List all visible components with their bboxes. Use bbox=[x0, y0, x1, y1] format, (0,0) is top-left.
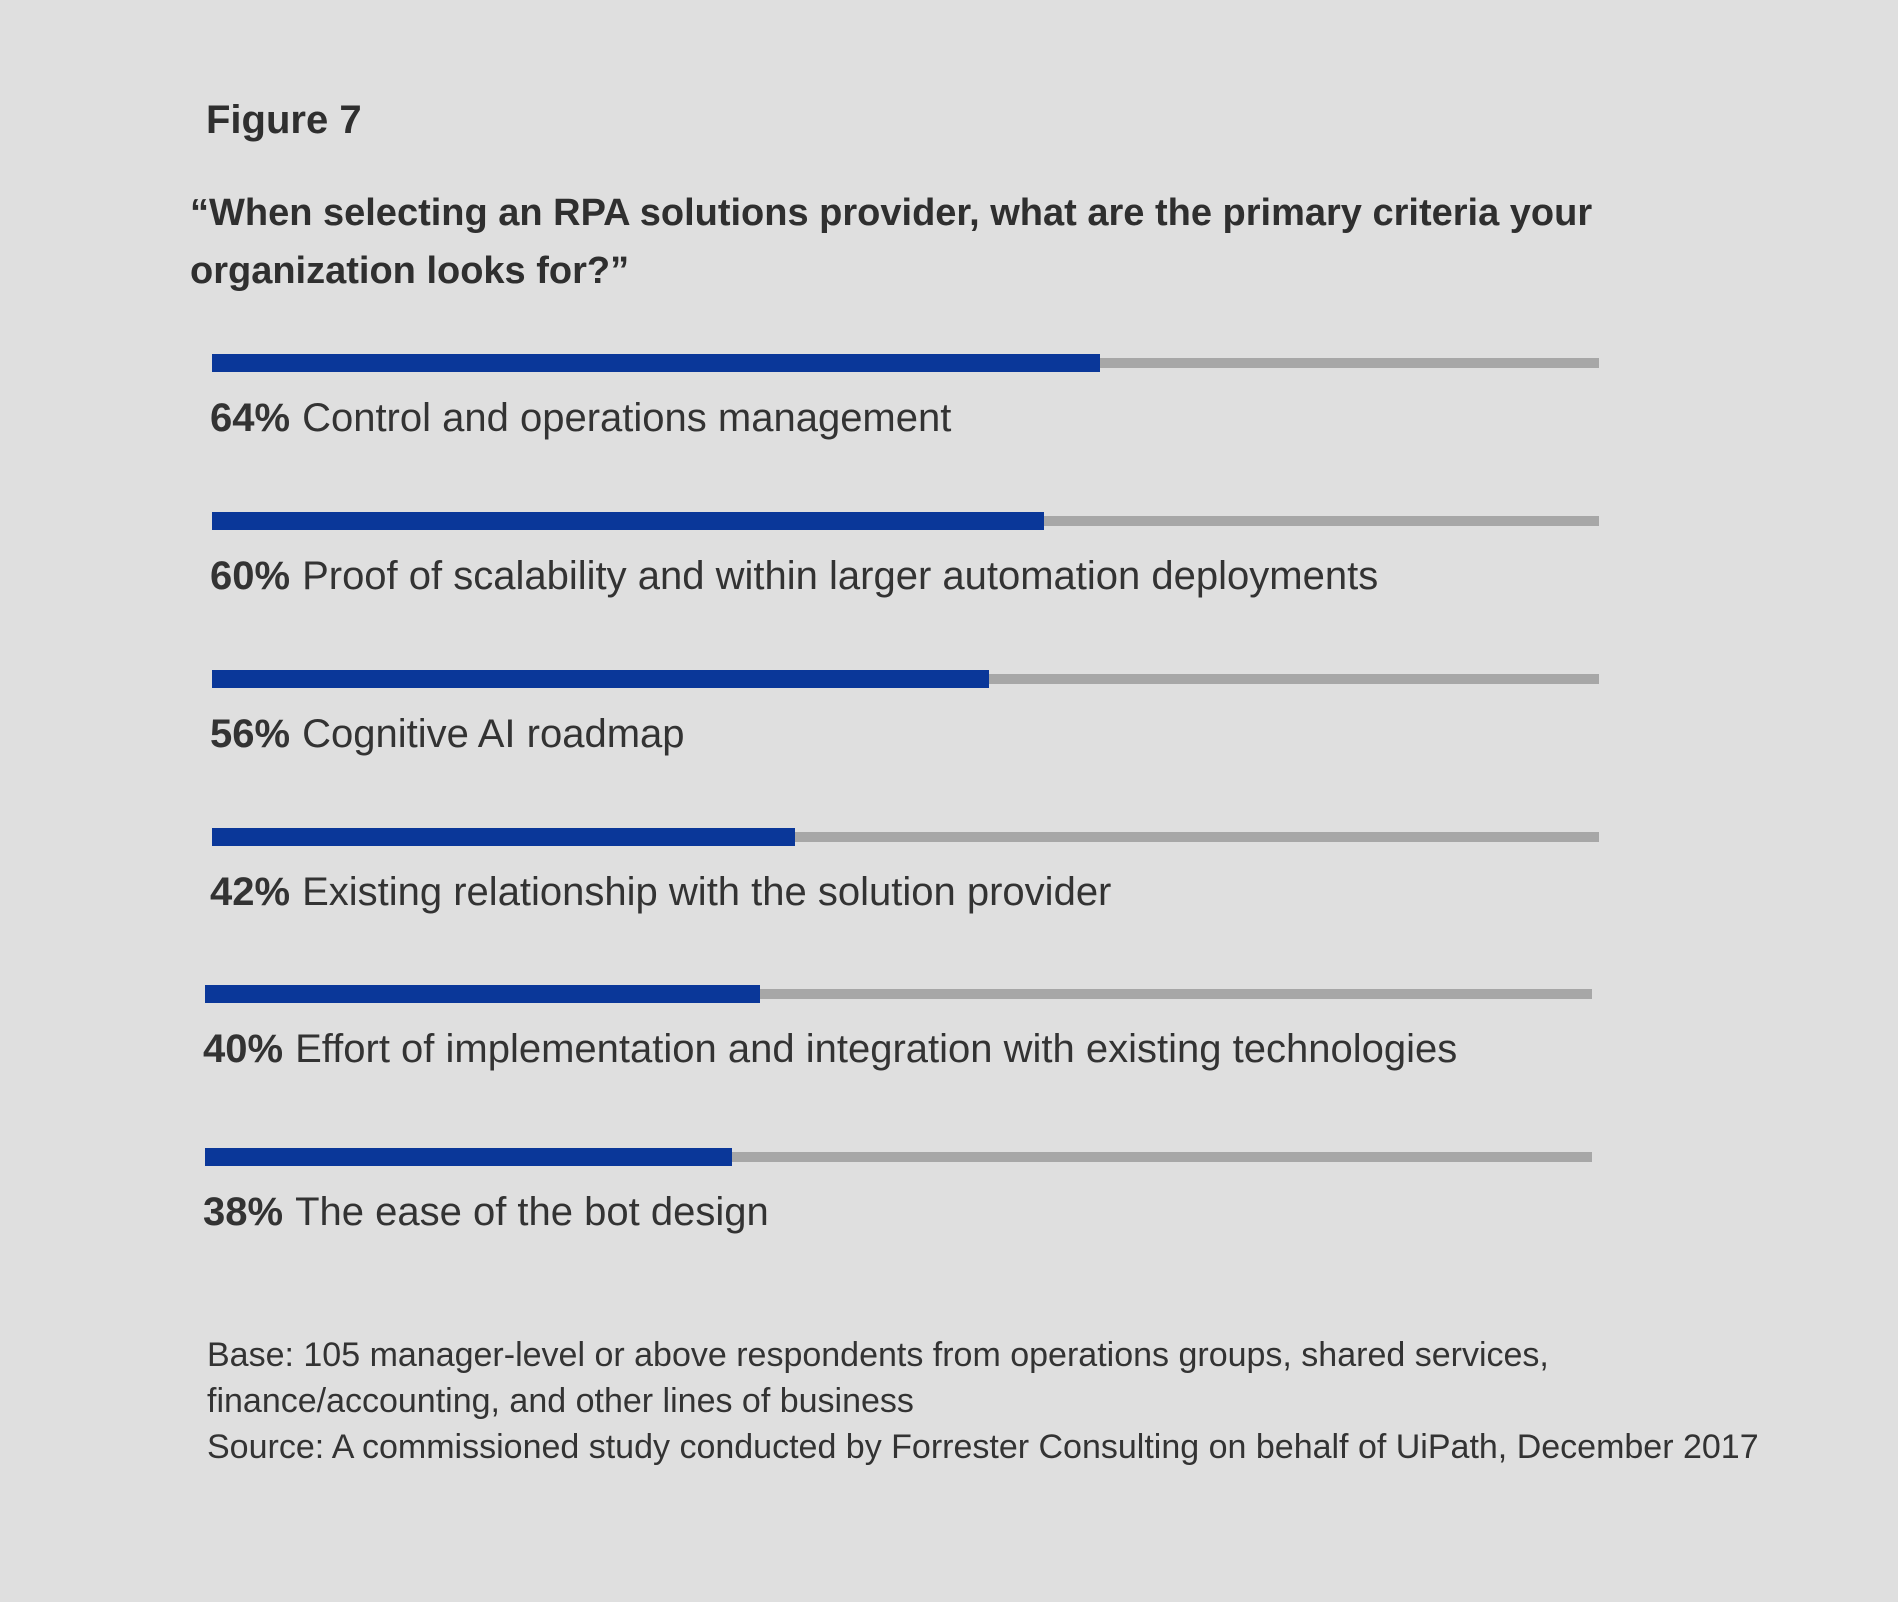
bar-category-label: Control and operations management bbox=[302, 396, 952, 440]
bar-fill bbox=[205, 985, 760, 1003]
bar-value-label: 64% bbox=[210, 396, 291, 440]
bar-label: 42% Existing relationship with the soluti… bbox=[210, 870, 1111, 915]
bar-label: 40% Effort of implementation and integrat… bbox=[203, 1027, 1457, 1072]
bar-value-label: 40% bbox=[203, 1027, 284, 1071]
bar-category-label: Proof of scalability and within larger a… bbox=[302, 554, 1379, 598]
bar-value-label: 38% bbox=[203, 1190, 284, 1234]
bar-track bbox=[212, 512, 1599, 530]
bar-track bbox=[212, 354, 1599, 372]
bar-category-label: Cognitive AI roadmap bbox=[302, 712, 685, 756]
bar-fill bbox=[212, 670, 989, 688]
bar-label: 60% Proof of scalability and within large… bbox=[210, 554, 1378, 599]
bar-label: 38% The ease of the bot design bbox=[203, 1190, 769, 1235]
bar-label: 64% Control and operations management bbox=[210, 396, 951, 441]
bar-value-label: 56% bbox=[210, 712, 291, 756]
bar-value-label: 42% bbox=[210, 870, 291, 914]
bar-category-label: Effort of implementation and integration… bbox=[295, 1027, 1458, 1071]
bar-fill bbox=[212, 512, 1045, 530]
chart-question: “When selecting an RPA solutions provide… bbox=[190, 192, 1593, 292]
bar-track bbox=[205, 1148, 1592, 1166]
figure-label: Figure 7 bbox=[206, 98, 362, 142]
bar-label: 56% Cognitive AI roadmap bbox=[210, 712, 685, 757]
chart-notes: Base: 105 manager-level or above respond… bbox=[207, 1332, 1847, 1470]
bar-fill bbox=[205, 1148, 733, 1166]
bar-category-label: The ease of the bot design bbox=[295, 1190, 769, 1234]
bar-track bbox=[212, 828, 1599, 846]
source-note: Source: A commissioned study conducted b… bbox=[207, 1428, 1759, 1466]
bar-track bbox=[205, 985, 1592, 1003]
base-note: Base: 105 manager-level or above respond… bbox=[207, 1336, 1549, 1420]
bar-value-label: 60% bbox=[210, 554, 291, 598]
bar-track bbox=[212, 670, 1599, 688]
bar-fill bbox=[212, 828, 795, 846]
bar-category-label: Existing relationship with the solution … bbox=[302, 870, 1112, 914]
bar-fill bbox=[212, 354, 1100, 372]
